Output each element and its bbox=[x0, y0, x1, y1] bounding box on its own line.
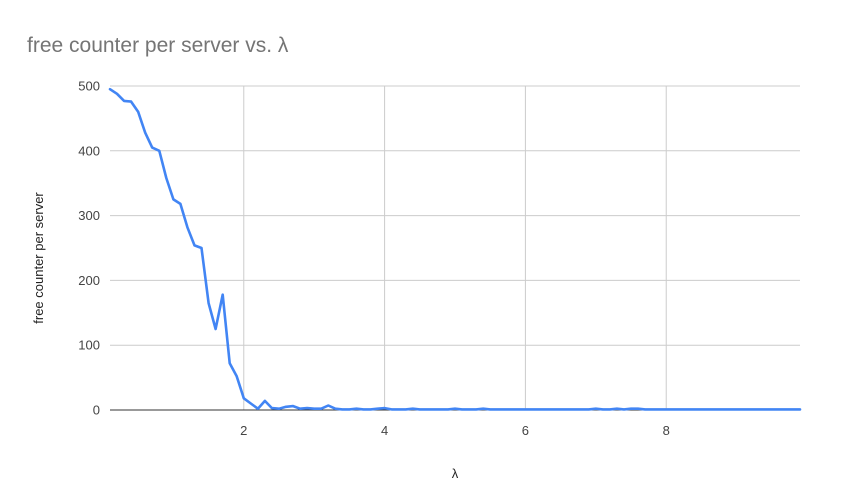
chart-title: free counter per server vs. λ bbox=[27, 34, 289, 57]
y-axis-label: free counter per server bbox=[31, 192, 46, 324]
y-tick-label: 200 bbox=[78, 273, 100, 288]
y-tick-label: 0 bbox=[93, 403, 100, 418]
series-line bbox=[108, 87, 802, 411]
series bbox=[108, 87, 802, 411]
grid bbox=[110, 85, 800, 411]
x-tick-label: 8 bbox=[663, 423, 670, 438]
tick-labels: 0 100 200 300 400 500 2 4 6 8 bbox=[78, 79, 670, 439]
x-tick-label: 2 bbox=[240, 423, 247, 438]
y-tick-label: 300 bbox=[78, 208, 100, 223]
x-tick-label: 4 bbox=[381, 423, 388, 438]
x-axis-label: λ bbox=[452, 466, 459, 481]
y-tick-label: 500 bbox=[78, 79, 100, 94]
x-tick-label: 6 bbox=[522, 423, 529, 438]
y-tick-label: 100 bbox=[78, 338, 100, 353]
y-tick-label: 400 bbox=[78, 143, 100, 158]
